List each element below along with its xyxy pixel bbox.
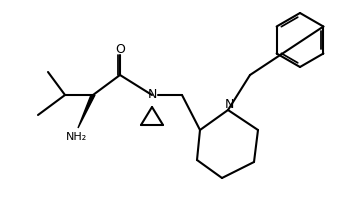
Text: N: N	[224, 97, 234, 110]
Text: O: O	[115, 43, 125, 56]
Text: N: N	[147, 88, 157, 101]
Polygon shape	[78, 95, 95, 128]
Text: NH₂: NH₂	[65, 132, 87, 142]
